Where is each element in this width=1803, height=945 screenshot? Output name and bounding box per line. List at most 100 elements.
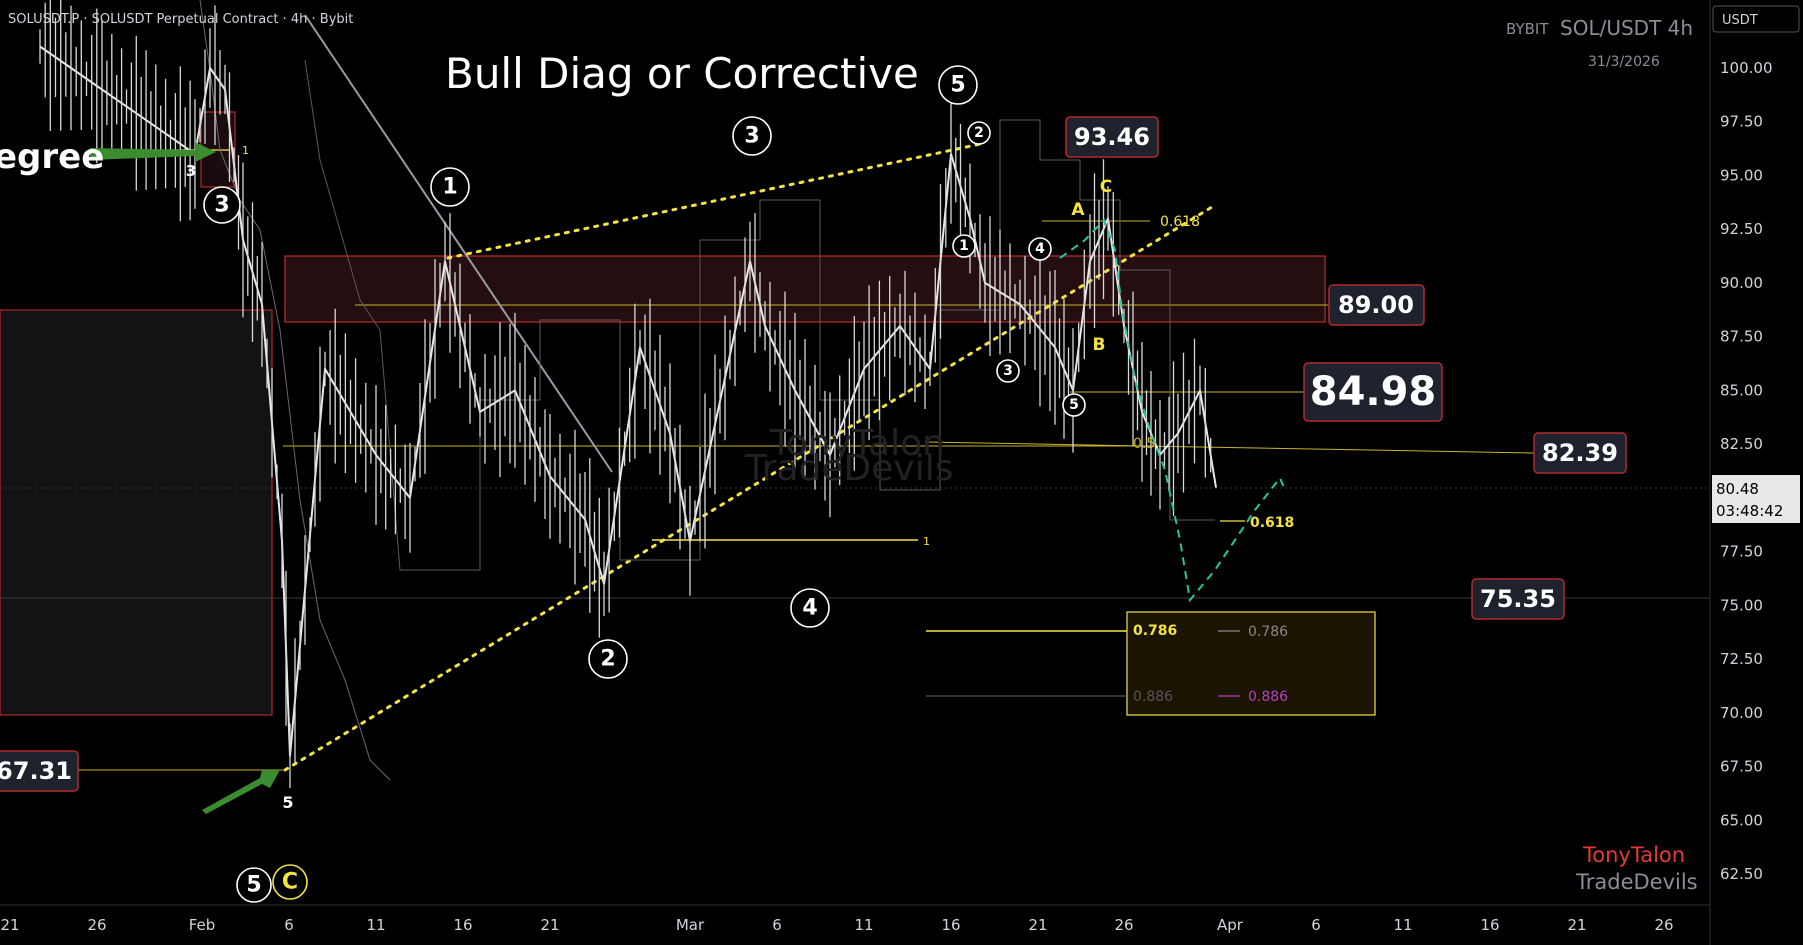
last-price-value: 80.48 <box>1716 480 1759 498</box>
y-axis: 100.00 97.50 95.00 92.50 90.00 87.50 85.00 82.5… <box>1720 59 1773 883</box>
price-tag-8239: 82.39 <box>1533 432 1627 474</box>
x-tick-label: 6 <box>1311 916 1321 934</box>
x-tick-label: 11 <box>854 916 873 934</box>
fib-label-0786-left: 0.786 <box>1133 623 1177 639</box>
y-tick-label: 90.00 <box>1720 274 1763 292</box>
svg-text:2: 2 <box>974 125 984 141</box>
price-tag-9346: 93.46 <box>1065 116 1159 158</box>
y-tick-label: 62.50 <box>1720 865 1763 883</box>
svg-text:89.00: 89.00 <box>1338 291 1414 319</box>
watermark-center-2: TradeDevils <box>744 448 954 489</box>
x-tick-label: 16 <box>941 916 960 934</box>
wave-label-4-small: 4 <box>1028 237 1052 261</box>
x-tick-label: 16 <box>1480 916 1499 934</box>
x-tick-label: 21 <box>540 916 559 934</box>
fib-label-0886-left: 0.886 <box>1133 689 1173 705</box>
x-tick-label: 11 <box>366 916 385 934</box>
wave-label-A: A <box>1071 200 1085 220</box>
svg-text:93.46: 93.46 <box>1074 123 1150 151</box>
wave-label-3-small: 3 <box>996 359 1020 383</box>
svg-text:1: 1 <box>442 175 457 200</box>
exchange-label: BYBIT <box>1506 20 1549 38</box>
signature-line1: TonyTalon <box>1582 843 1685 867</box>
svg-text:5: 5 <box>950 73 965 98</box>
svg-text:84.98: 84.98 <box>1310 369 1437 415</box>
wave-label-4-large: 4 <box>790 588 830 628</box>
wave-label-C: C <box>1100 177 1112 197</box>
svg-text:1: 1 <box>959 238 969 254</box>
wave-label-3-left: 3 <box>203 186 241 224</box>
svg-text:5: 5 <box>246 873 261 898</box>
y-axis-panel <box>1710 0 1803 945</box>
projection-path <box>1059 218 1286 603</box>
chart-title: Bull Diag or Corrective <box>445 49 919 98</box>
x-tick-label: 6 <box>284 916 294 934</box>
arrow-up-icon <box>202 770 280 814</box>
x-tick-label: 16 <box>453 916 472 934</box>
fib-label-1-degree: 1 <box>242 144 249 157</box>
y-tick-label: 77.50 <box>1720 543 1763 561</box>
y-tick-label: 92.50 <box>1720 220 1763 238</box>
downtrend-line <box>304 14 613 473</box>
x-tick-label: Apr <box>1217 916 1244 934</box>
y-tick-label: 87.50 <box>1720 328 1763 346</box>
wave-label-1-small: 1 <box>952 234 976 258</box>
price-tag-8900: 89.00 <box>1328 284 1425 326</box>
x-tick-label: 21 <box>1567 916 1586 934</box>
currency-badge[interactable] <box>1712 5 1800 33</box>
fib-label-1: 1 <box>923 535 930 548</box>
fib-label-0618-low: 0.618 <box>1250 515 1294 531</box>
y-tick-label: 75.00 <box>1720 596 1763 614</box>
x-tick-label: 21 <box>0 916 19 934</box>
left-range-box <box>0 309 273 716</box>
y-tick-label: 100.00 <box>1720 59 1773 77</box>
y-tick-label: 67.50 <box>1720 758 1763 776</box>
svg-text:75.35: 75.35 <box>1480 585 1556 613</box>
wave-label-3-large: 3 <box>732 116 772 156</box>
wave-label-5-plain: 5 <box>282 793 293 812</box>
signature-line2: TradeDevils <box>1575 870 1698 894</box>
x-tick-label: Mar <box>676 916 705 934</box>
last-price-tag <box>1712 475 1800 523</box>
svg-text:4: 4 <box>802 596 817 621</box>
x-tick-label: Feb <box>189 916 216 934</box>
fib-label-0618-top: 0.618 <box>1160 214 1200 230</box>
y-tick-label: 65.00 <box>1720 811 1763 829</box>
diagonal-upper-line <box>446 141 987 260</box>
x-tick-label: 11 <box>1393 916 1412 934</box>
price-wicks <box>39 0 1212 788</box>
price-tag-6731: 67.31 <box>0 750 79 792</box>
y-tick-label: 70.00 <box>1720 704 1763 722</box>
svg-text:4: 4 <box>1035 241 1045 257</box>
indicator-upper <box>304 59 1215 571</box>
svg-text:82.39: 82.39 <box>1542 439 1618 467</box>
wave-label-5-bottom: 5 <box>236 867 272 903</box>
wave-label-C-circle: C <box>272 864 308 900</box>
y-tick-label: 82.50 <box>1720 435 1763 453</box>
pair-label: SOL/USDT 4h <box>1560 16 1693 40</box>
x-tick-label: 26 <box>1654 916 1673 934</box>
resistance-zone <box>284 255 1326 323</box>
svg-text:67.31: 67.31 <box>0 757 72 785</box>
wave-label-5-large: 5 <box>938 65 978 105</box>
symbol-line: SOLUSDT.P · SOLUSDT Perpetual Contract ·… <box>8 12 353 27</box>
x-axis: 21 26 Feb 6 11 16 21 Mar 6 11 16 21 26 Apr 6 11 16 21 26 <box>0 916 1673 934</box>
y-tick-label: 95.00 <box>1720 166 1763 184</box>
y-tick-label: 72.50 <box>1720 650 1763 668</box>
wave-label-5-small: 5 <box>1062 393 1086 417</box>
x-tick-label: 26 <box>87 916 106 934</box>
wave-label-2-small: 2 <box>967 121 991 145</box>
svg-text:3: 3 <box>744 124 759 149</box>
wave-label-3-plain: 3 <box>186 162 196 180</box>
watermark-center-1: TonyTalon <box>769 423 945 464</box>
wave-label-B: B <box>1093 335 1106 355</box>
svg-text:3: 3 <box>1003 363 1013 379</box>
svg-text:C: C <box>282 870 298 895</box>
svg-text:3: 3 <box>214 193 229 218</box>
price-tag-8498: 84.98 <box>1303 362 1443 422</box>
y-tick-label: 85.00 <box>1720 381 1763 399</box>
price-tag-7535: 75.35 <box>1471 578 1565 620</box>
date-label: 31/3/2026 <box>1588 54 1660 70</box>
